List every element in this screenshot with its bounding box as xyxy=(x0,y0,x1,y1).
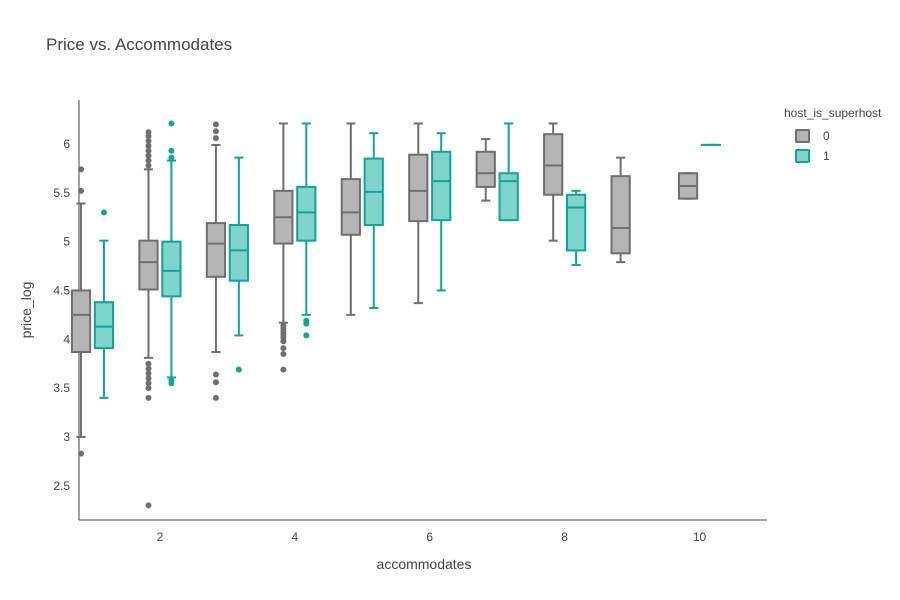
outlier-point xyxy=(168,377,175,384)
box-body xyxy=(205,222,227,278)
outlier-point xyxy=(280,345,287,352)
box-0-3 xyxy=(205,121,227,401)
box-body xyxy=(475,150,496,188)
box-1-1 xyxy=(93,209,115,399)
outlier-point xyxy=(145,129,152,136)
box-body xyxy=(93,301,115,350)
outlier-point xyxy=(78,166,85,173)
box-body xyxy=(296,185,317,242)
outlier-point xyxy=(100,209,107,216)
box-1-6 xyxy=(431,132,452,292)
box-body xyxy=(408,153,429,223)
box-body xyxy=(161,240,182,298)
outlier-point xyxy=(212,135,219,142)
box-1-2 xyxy=(161,120,182,387)
series-0 xyxy=(70,121,699,509)
x-axis-title: accommodates xyxy=(377,556,472,572)
outlier-point xyxy=(168,154,175,161)
legend-swatch-1 xyxy=(795,149,810,163)
y-axis-title: price_log xyxy=(18,282,34,339)
legend-label-1: 1 xyxy=(823,149,830,163)
box-body xyxy=(431,150,452,222)
outlier-point xyxy=(145,394,152,401)
outlier-point xyxy=(212,121,219,128)
outlier-point xyxy=(303,317,310,324)
box-0-2 xyxy=(138,129,159,509)
legend-swatch-0 xyxy=(795,129,810,143)
y-tick-label: 5.5 xyxy=(53,186,70,200)
outlier-point xyxy=(168,120,175,127)
legend-item-1[interactable]: 1 xyxy=(795,146,881,166)
box-0-9 xyxy=(610,156,631,264)
x-tick-label: 10 xyxy=(693,530,707,544)
x-tick-label: 8 xyxy=(561,530,568,544)
outlier-point xyxy=(280,322,287,329)
outlier-point xyxy=(212,371,219,378)
box-0-5 xyxy=(340,122,361,316)
outlier-point xyxy=(145,365,152,372)
box-1-4 xyxy=(296,122,317,339)
box-body xyxy=(70,289,92,354)
y-tick-label: 3 xyxy=(63,430,70,444)
outlier-point xyxy=(212,394,219,401)
outlier-point xyxy=(280,350,287,357)
outlier-point xyxy=(235,366,242,373)
x-tick-label: 4 xyxy=(291,530,298,544)
box-body xyxy=(610,175,631,255)
outlier-point xyxy=(145,147,152,154)
outlier-point xyxy=(145,502,152,509)
box-1-5 xyxy=(363,132,384,310)
series-1 xyxy=(93,120,722,399)
legend: host_is_superhost 0 1 xyxy=(784,106,881,166)
box-0-7 xyxy=(475,138,496,202)
box-0-10 xyxy=(677,172,699,200)
outlier-point xyxy=(212,379,219,386)
y-tick-label: 6 xyxy=(63,137,70,151)
y-tick-label: 2.5 xyxy=(53,479,70,493)
outlier-point xyxy=(145,385,152,392)
box-1-8 xyxy=(566,189,587,267)
box-1-3 xyxy=(228,156,249,373)
outlier-point xyxy=(78,187,85,194)
box-series xyxy=(70,120,722,509)
outlier-point xyxy=(145,360,152,367)
box-0-1 xyxy=(70,166,92,457)
legend-title: host_is_superhost xyxy=(784,106,882,120)
legend-label-0: 0 xyxy=(823,129,830,143)
x-tick-label: 2 xyxy=(157,530,164,544)
outlier-point xyxy=(145,162,152,169)
y-tick-label: 4 xyxy=(63,332,70,346)
outlier-point xyxy=(145,157,152,164)
box-0-4 xyxy=(273,122,294,373)
outlier-point xyxy=(303,332,310,339)
chart-title: Price vs. Accommodates xyxy=(46,35,233,54)
outlier-point xyxy=(145,370,152,377)
outlier-point xyxy=(78,450,85,457)
box-body xyxy=(340,178,361,236)
box-body xyxy=(138,239,159,291)
outlier-point xyxy=(168,147,175,154)
outlier-point xyxy=(145,375,152,382)
outlier-point xyxy=(212,128,219,135)
box-0-6 xyxy=(408,122,429,305)
legend-item-0[interactable]: 0 xyxy=(795,126,881,146)
box-0-8 xyxy=(543,122,564,242)
box-body xyxy=(566,193,587,252)
outlier-point xyxy=(280,366,287,373)
y-tick-label: 3.5 xyxy=(53,381,70,395)
box-body xyxy=(228,224,249,282)
outlier-point xyxy=(145,142,152,149)
outlier-point xyxy=(145,380,152,387)
outlier-point xyxy=(145,152,152,159)
x-tick-label: 6 xyxy=(426,530,433,544)
outlier-point xyxy=(145,138,152,145)
box-body xyxy=(498,172,519,222)
y-tick-label: 5 xyxy=(63,235,70,249)
box-1-7 xyxy=(498,122,519,222)
y-tick-label: 4.5 xyxy=(53,283,70,297)
